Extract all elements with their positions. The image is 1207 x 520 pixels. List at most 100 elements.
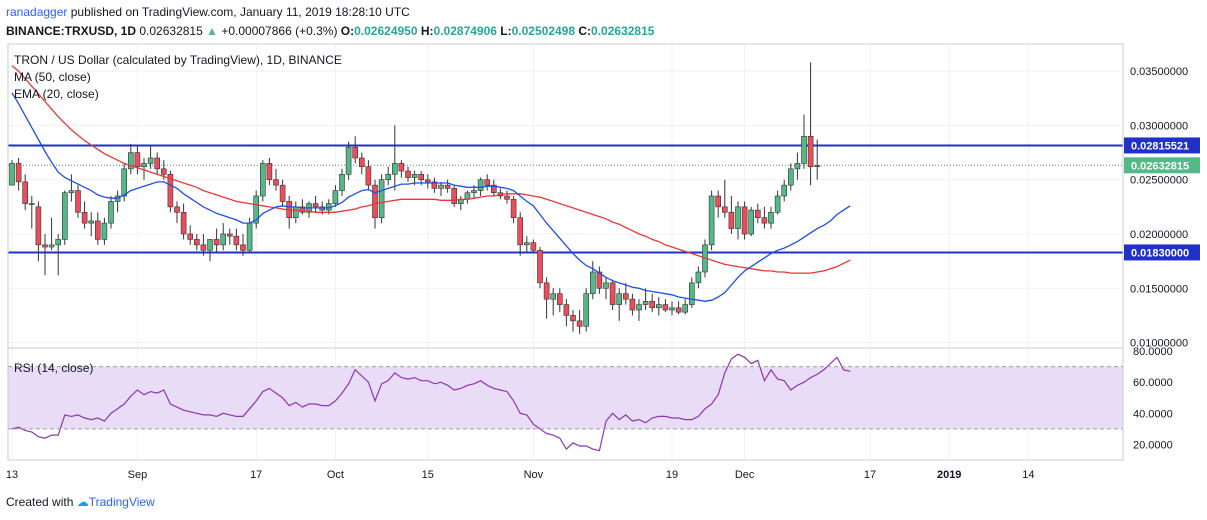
- candle-body: [537, 249, 543, 284]
- candles: [9, 62, 821, 334]
- candle-body: [669, 307, 675, 311]
- candle-body: [715, 195, 722, 208]
- candle: [655, 296, 662, 316]
- candle: [405, 166, 411, 182]
- candle-body: [167, 173, 174, 208]
- rsi-tick-label: 80.0000: [1133, 346, 1173, 358]
- candle-body: [180, 211, 187, 235]
- candle: [523, 236, 530, 253]
- candle: [537, 247, 543, 289]
- candle-body: [259, 163, 266, 197]
- close-label: C:: [578, 24, 592, 38]
- candle-body: [372, 184, 378, 219]
- candle: [207, 239, 213, 262]
- candle: [748, 206, 755, 237]
- publish-info: ranadagger published on TradingView.com,…: [6, 5, 410, 19]
- candle: [108, 196, 114, 229]
- candle: [464, 190, 471, 204]
- candle-body: [240, 244, 246, 251]
- candle: [715, 190, 722, 218]
- candle-body: [655, 304, 662, 309]
- candle-body: [774, 195, 781, 213]
- high-label: H:: [420, 24, 434, 38]
- price-tick-label: 0.01000000: [1130, 338, 1188, 350]
- ema-legend: EMA (20, close): [14, 87, 99, 101]
- candle-body: [768, 211, 774, 224]
- time-tick-label: Sep: [128, 469, 148, 481]
- price-tick-label: 0.03500000: [1130, 66, 1188, 78]
- ema20-line: [11, 92, 851, 302]
- candle-body: [141, 163, 147, 167]
- candle-body: [484, 179, 491, 186]
- candle: [174, 201, 180, 224]
- candle: [603, 277, 609, 300]
- candle: [180, 203, 187, 240]
- symbol-ohlc-line: BINANCE:TRXUSD, 1D 0.02632815 ▲ +0.00007…: [6, 24, 654, 38]
- candle-body: [246, 222, 253, 251]
- time-tick-label: Oct: [327, 469, 344, 481]
- candle-body: [636, 304, 642, 311]
- candle-body: [299, 206, 306, 213]
- candle: [220, 223, 226, 251]
- candle: [451, 185, 458, 207]
- candle: [695, 266, 702, 289]
- candle: [490, 179, 497, 196]
- candle-body: [748, 209, 755, 235]
- candle: [332, 185, 339, 207]
- up-arrow-icon: ▲: [206, 24, 218, 38]
- candle: [424, 174, 431, 189]
- candle: [669, 301, 675, 316]
- candle: [365, 160, 372, 191]
- footer: Created with ☁TradingView: [6, 495, 155, 509]
- candle-body: [55, 239, 62, 246]
- candle: [200, 234, 207, 256]
- time-tick-label: 17: [864, 469, 876, 481]
- candle-body: [589, 271, 596, 295]
- candle: [583, 288, 590, 332]
- candle: [504, 190, 510, 204]
- horizontal-levels[interactable]: 0.02815521 0.01830000 0.02632815: [8, 137, 1200, 261]
- candle-body: [220, 233, 226, 246]
- level-label: 0.02815521: [1131, 140, 1189, 152]
- candle: [378, 174, 385, 224]
- candle: [596, 266, 603, 294]
- time-tick-label: 13: [6, 469, 18, 481]
- candle: [754, 203, 761, 224]
- candle: [358, 152, 365, 175]
- symbol-line: BINANCE:TRXUSD, 1D: [6, 24, 137, 38]
- candle-body: [332, 190, 339, 204]
- candle-body: [682, 304, 689, 313]
- high-value: 0.02874906: [433, 24, 497, 38]
- candle: [398, 160, 405, 178]
- time-tick-label: 2019: [937, 469, 961, 481]
- candle-body: [708, 195, 715, 246]
- candle-body: [391, 163, 398, 175]
- candle-body: [378, 179, 385, 219]
- change-value: +0.00007866 (+0.3%): [221, 24, 338, 38]
- low-label: L:: [500, 24, 512, 38]
- candle: [787, 163, 794, 191]
- candle: [42, 234, 48, 276]
- time-tick-label: Dec: [735, 469, 755, 481]
- candle: [339, 168, 345, 196]
- candle-body: [609, 282, 616, 305]
- candle: [649, 293, 656, 313]
- candle: [253, 190, 259, 229]
- candle-body: [28, 203, 35, 205]
- candle: [306, 201, 312, 218]
- candle-body: [787, 168, 794, 186]
- candle: [101, 217, 108, 245]
- tradingview-brand[interactable]: TradingView: [88, 495, 155, 509]
- level-label: 0.01830000: [1131, 247, 1189, 259]
- candle-body: [801, 135, 807, 164]
- candle: [292, 201, 299, 224]
- candle-body: [728, 211, 735, 229]
- candle: [662, 299, 669, 313]
- candle: [550, 288, 557, 316]
- candle: [616, 288, 623, 321]
- candle: [721, 179, 728, 218]
- candle-body: [570, 315, 576, 322]
- candle-body: [279, 184, 286, 202]
- author-link[interactable]: ranadagger: [6, 5, 68, 19]
